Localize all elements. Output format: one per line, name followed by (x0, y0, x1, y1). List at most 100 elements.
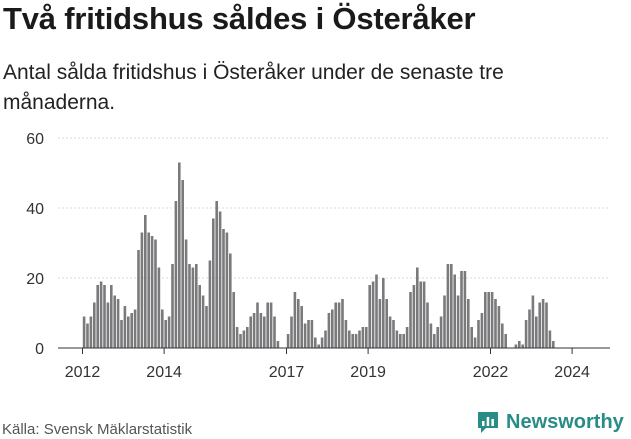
bar (154, 239, 157, 348)
bar (293, 292, 297, 348)
bar (297, 299, 300, 348)
bar (212, 218, 215, 348)
bar (531, 295, 535, 348)
bar (286, 334, 290, 348)
bar (327, 313, 331, 348)
bar (524, 320, 528, 348)
bar (252, 313, 256, 348)
newsworthy-logo-icon (478, 412, 498, 433)
bar (307, 320, 310, 348)
bar (178, 162, 181, 348)
bar (337, 302, 341, 348)
bar (439, 316, 443, 348)
bar (290, 316, 293, 348)
bar (303, 323, 307, 348)
bar (388, 316, 392, 348)
bar (395, 330, 399, 348)
bar (419, 281, 422, 348)
bar (354, 334, 358, 348)
bar (263, 316, 266, 348)
bar (453, 274, 456, 348)
bar (436, 327, 439, 348)
bar (147, 232, 150, 348)
newsworthy-logo[interactable]: Newsworthy (476, 407, 624, 437)
source-note: Källa: Svensk Mäklarstatistik (2, 421, 193, 438)
bar (497, 306, 501, 348)
bar (416, 267, 419, 348)
bar (480, 313, 484, 348)
bar (120, 320, 123, 348)
bar (334, 302, 337, 348)
bar (426, 302, 429, 348)
bar (249, 316, 252, 348)
bar (300, 306, 303, 348)
bar (269, 302, 273, 348)
bars (82, 162, 555, 348)
bar (273, 316, 276, 348)
bar (232, 292, 235, 348)
bar (133, 309, 137, 348)
bar (184, 239, 188, 348)
bar (446, 264, 450, 348)
annotation: 2 (579, 0, 588, 4)
x-tick-label: 2012 (65, 364, 101, 381)
bar (331, 309, 334, 348)
bar (208, 260, 212, 348)
bar (552, 341, 555, 348)
bar (317, 344, 320, 348)
bar (82, 316, 86, 348)
bar (188, 264, 191, 348)
bar (399, 334, 402, 348)
bar (422, 281, 426, 348)
bar (106, 302, 110, 348)
bar (368, 285, 371, 348)
bar (494, 299, 497, 348)
bar (144, 215, 147, 348)
bar (344, 320, 348, 348)
bar (456, 295, 460, 348)
bar (205, 306, 208, 348)
bar (402, 334, 405, 348)
bar (225, 232, 229, 348)
bar (229, 253, 232, 348)
bar (181, 180, 184, 348)
bar (123, 306, 127, 348)
bar (116, 299, 120, 348)
bar (171, 264, 174, 348)
newsworthy-logo-text: Newsworthy (506, 410, 624, 433)
bar (433, 334, 436, 348)
bar (89, 316, 93, 348)
bar (242, 330, 246, 348)
bar (324, 330, 327, 348)
bar (518, 341, 521, 348)
bar (385, 299, 388, 348)
bar (514, 344, 518, 348)
bar (191, 267, 195, 348)
bar (195, 264, 198, 348)
bar (215, 201, 218, 348)
bar (103, 285, 106, 348)
bar (361, 327, 365, 348)
bar (358, 330, 361, 348)
bar (375, 274, 378, 348)
bar (429, 323, 433, 348)
bar (174, 201, 178, 348)
bar (222, 229, 225, 348)
bar (137, 250, 140, 348)
bar (378, 299, 382, 348)
bar (460, 271, 463, 348)
bar (198, 285, 201, 348)
bar (127, 316, 130, 348)
bar (167, 316, 171, 348)
bar (348, 330, 351, 348)
y-tick-label: 40 (26, 201, 44, 218)
bar (157, 267, 161, 348)
bar (548, 330, 552, 348)
bar (477, 320, 480, 348)
bar (314, 337, 317, 348)
bar (99, 281, 103, 348)
bar (467, 299, 470, 348)
bar (351, 334, 354, 348)
bar (320, 337, 324, 348)
bar (266, 302, 269, 348)
